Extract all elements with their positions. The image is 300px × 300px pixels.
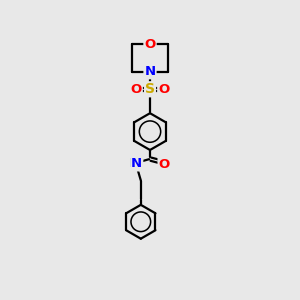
Text: S: S (145, 82, 155, 96)
Text: O: O (130, 83, 142, 96)
Text: O: O (144, 38, 156, 51)
Text: N: N (131, 157, 142, 170)
Text: O: O (158, 158, 170, 171)
Text: O: O (158, 83, 169, 96)
Text: N: N (144, 65, 156, 78)
Text: H: H (129, 157, 139, 170)
